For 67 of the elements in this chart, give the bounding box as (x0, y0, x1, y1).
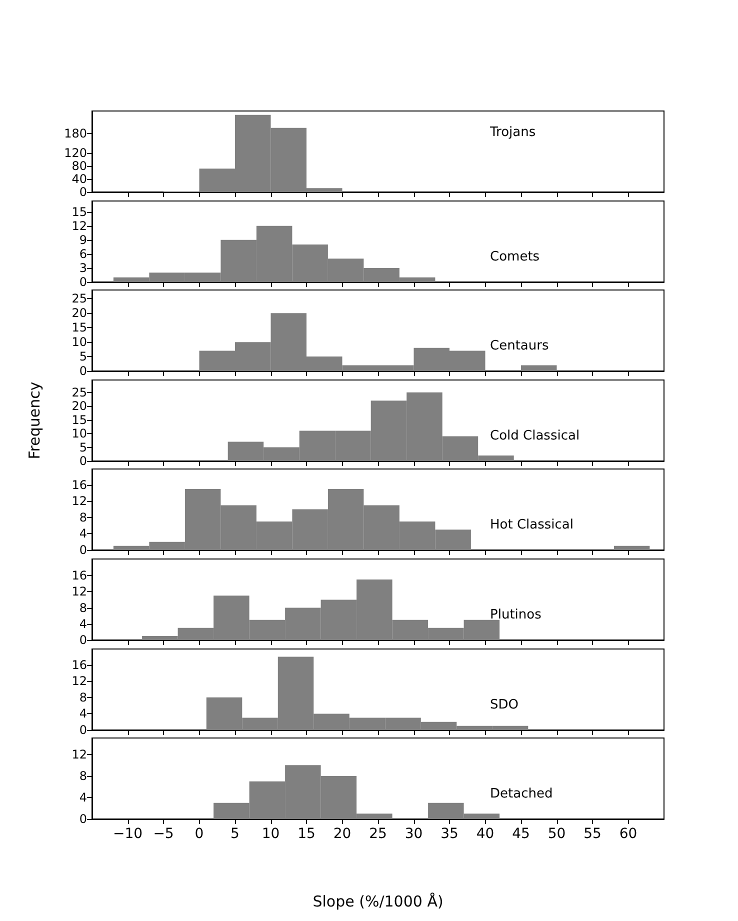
text: Centaurs (490, 338, 549, 354)
y-tick-label: 5 (79, 350, 87, 364)
y-tick-label: 12 (72, 674, 87, 688)
text: SDO (490, 697, 518, 712)
y-tick-label: 9 (79, 232, 87, 246)
x-tick-label: 10 (262, 826, 280, 842)
y-tick-label: 10 (72, 335, 87, 350)
x-tick-label: 50 (548, 826, 566, 842)
y-tick-label: 80 (72, 158, 87, 173)
text: Trojans (489, 125, 536, 140)
y-tick-label: 20 (72, 306, 87, 320)
y-tick-label: 3 (79, 260, 87, 275)
y-tick-label: 0 (79, 185, 87, 199)
x-tick-label: 5 (230, 826, 240, 842)
text: Cold Classical (490, 428, 580, 444)
y-tick-label: 180 (64, 126, 87, 140)
x-tick-label: −10 (112, 826, 143, 842)
text: Comets (490, 249, 540, 264)
y-tick-label: 120 (64, 146, 87, 160)
y-tick-label: 0 (79, 364, 87, 378)
x-tick-label: −5 (153, 826, 174, 842)
x-tick-label: 55 (584, 826, 602, 842)
x-tick-label: 30 (404, 826, 423, 842)
y-tick-label: 0 (79, 274, 87, 289)
y-tick-label: 12 (72, 584, 87, 599)
y-tick-label: 40 (72, 172, 87, 186)
x-tick-label: 0 (194, 826, 204, 842)
y-tick-label: 0 (79, 633, 87, 647)
y-tick-label: 4 (79, 616, 87, 631)
y-tick-label: 5 (79, 440, 87, 454)
x-tick-label: 20 (333, 826, 352, 842)
x-tick-label: 35 (440, 826, 458, 842)
y-tick-label: 16 (72, 478, 87, 492)
y-tick-label: 0 (79, 812, 87, 826)
y-tick-label: 6 (79, 246, 87, 260)
y-tick-label: 0 (79, 543, 87, 558)
x-tick-label: 25 (369, 826, 387, 842)
x-tick-label: 60 (619, 826, 638, 842)
y-tick-label: 25 (72, 292, 87, 306)
y-tick-label: 12 (72, 494, 87, 509)
y-tick-label: 0 (79, 454, 87, 468)
y-tick-label: 15 (72, 412, 87, 427)
y-tick-label: 8 (79, 769, 87, 784)
y-tick-label: 20 (72, 398, 87, 413)
text: Plutinos (490, 608, 542, 623)
y-tick-label: 8 (79, 600, 87, 615)
text: Detached (490, 786, 553, 802)
y-tick-label: 4 (79, 706, 87, 720)
x-axis-title: Slope (%/1000 Å) (312, 892, 444, 911)
y-tick-label: 16 (72, 657, 87, 672)
y-tick-label: 4 (79, 527, 87, 542)
y-tick-label: 12 (72, 748, 87, 762)
y-tick-label: 15 (72, 204, 87, 218)
y-tick-label: 8 (79, 510, 87, 525)
x-tick-label: 40 (476, 826, 494, 842)
text: Hot Classical (490, 518, 574, 533)
y-tick-label: 10 (72, 426, 87, 440)
y-tick-label: 8 (79, 690, 87, 704)
y-tick-label: 16 (72, 568, 87, 583)
y-tick-label: 12 (72, 218, 87, 232)
y-tick-label: 25 (72, 385, 87, 400)
x-tick-label: 45 (512, 826, 530, 842)
y-tick-label: 15 (72, 320, 87, 335)
y-tick-label: 0 (79, 722, 87, 737)
y-tick-label: 4 (79, 790, 87, 805)
y-axis-title: Frequency (26, 381, 44, 460)
x-tick-label: 15 (298, 826, 316, 842)
